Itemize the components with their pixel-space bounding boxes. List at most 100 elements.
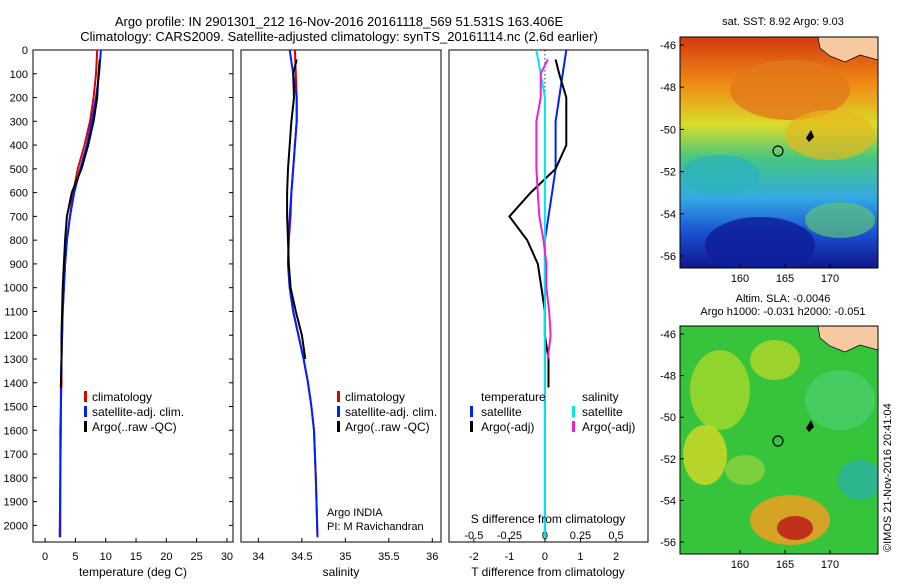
- x-tick-label: -2: [469, 551, 479, 563]
- legend-swatch-t-satellite: [470, 406, 473, 417]
- series-line-salinity-argo-adj-: [535, 59, 552, 360]
- depth-tick-label: 700: [10, 211, 28, 223]
- x-tick-label: 34.5: [291, 551, 312, 563]
- legend-text-s-satellite: satellite: [582, 405, 623, 419]
- temperature-axis: 0 5 10 15 20 25 30: [42, 538, 233, 563]
- map-lat-label: -56: [660, 251, 676, 263]
- sst-map-frame: [679, 36, 879, 269]
- legend-title-temperature: temperature: [481, 390, 546, 404]
- map-lon-label: 160: [731, 273, 749, 285]
- depth-tick-label: 1200: [4, 330, 28, 342]
- depth-tick-label: 300: [10, 116, 28, 128]
- depth-tick-label: 100: [10, 69, 28, 81]
- x-top-tick-label: -0.25: [497, 530, 522, 542]
- legend-swatch-s-satellite: [572, 406, 575, 417]
- legend-text-climatology: climatology: [92, 390, 152, 404]
- salinity-legend: climatology satellite-adj. clim. Argo(..…: [337, 390, 437, 434]
- map-lat-label: -48: [660, 82, 676, 94]
- map-lon-label: 170: [821, 273, 839, 285]
- difference-legend: temperature satellite Argo(-adj) salinit…: [470, 390, 635, 434]
- map-lat-label: -50: [660, 412, 676, 424]
- sla-map-ticks: -46 -48 -50 -52 -54 -56 160 165 170: [660, 329, 839, 571]
- legend-text-argo: Argo(..raw -QC): [345, 420, 430, 434]
- imos-credit: ©IMOS 21-Nov-2016 20:41:04: [882, 403, 894, 552]
- depth-tick-label: 1400: [4, 378, 28, 390]
- header-line-2: Climatology: CARS2009. Satellite-adjuste…: [80, 29, 598, 44]
- map-lat-label: -56: [660, 537, 676, 549]
- difference-top-label: S difference from climatology: [471, 512, 626, 526]
- map-lat-label: -46: [660, 40, 676, 52]
- x-tick-label: 30: [221, 551, 233, 563]
- depth-tick-label: 400: [10, 140, 28, 152]
- x-top-tick-label: 0.25: [570, 530, 591, 542]
- depth-tick-label: 1500: [4, 402, 28, 414]
- depth-tick-label: 1100: [4, 306, 28, 318]
- depth-tick-label: 600: [10, 188, 28, 200]
- depth-tick-label: 900: [10, 259, 28, 271]
- x-tick-label: 0: [542, 551, 548, 563]
- map-lat-label: -52: [660, 167, 676, 179]
- map-lat-label: -54: [660, 495, 676, 507]
- depth-tick-label: 1600: [4, 425, 28, 437]
- x-tick-label: 2: [613, 551, 619, 563]
- legend-text-t-argo: Argo(-adj): [481, 420, 534, 434]
- sla-map-image: [680, 326, 878, 554]
- sst-map-title: sat. SST: 8.92 Argo: 9.03: [722, 16, 844, 28]
- argo-program-note: Argo INDIA: [327, 507, 383, 519]
- x-tick-label: 20: [160, 551, 172, 563]
- x-tick-label: 36: [426, 551, 438, 563]
- sla-map-title-1: Altim. SLA: -0.0046: [736, 293, 831, 305]
- x-tick-label: 15: [130, 551, 142, 563]
- temperature-panel-frame: [32, 49, 234, 543]
- x-tick-label: 35: [339, 551, 351, 563]
- sla-map-title-2: Argo h1000: -0.031 h2000: -0.051: [700, 306, 865, 318]
- legend-swatch-s-argo: [572, 421, 575, 432]
- difference-series: [508, 49, 568, 538]
- depth-tick-label: 800: [10, 235, 28, 247]
- legend-swatch-climatology: [84, 391, 87, 402]
- sst-map-image: [680, 37, 878, 268]
- depth-tick-label: 1300: [4, 354, 28, 366]
- legend-swatch-climatology: [337, 391, 340, 402]
- depth-tick-label: 2000: [4, 520, 28, 532]
- sst-float-marker: [772, 145, 784, 157]
- sla-map-frame: [679, 325, 879, 555]
- difference-panel-frame: [448, 49, 649, 543]
- map-lat-label: -54: [660, 209, 676, 221]
- legend-swatch-satellite: [84, 406, 87, 417]
- depth-tick-label: 500: [10, 164, 28, 176]
- map-lat-label: -46: [660, 329, 676, 341]
- temperature-legend: climatology satellite-adj. clim. Argo(..…: [84, 390, 184, 434]
- depth-tick-label: 1900: [4, 497, 28, 509]
- x-tick-label: 1: [577, 551, 583, 563]
- legend-swatch-t-argo: [470, 421, 473, 432]
- salinity-xlabel: salinity: [323, 565, 360, 579]
- legend-swatch-argo: [337, 421, 340, 432]
- map-lat-label: -50: [660, 124, 676, 136]
- legend-text-climatology: climatology: [345, 390, 405, 404]
- map-lon-label: 170: [821, 559, 839, 571]
- series-line-argo-raw-qc-: [59, 59, 101, 388]
- x-top-tick-label: -0.5: [464, 530, 483, 542]
- legend-title-salinity: salinity: [582, 390, 619, 404]
- legend-text-s-argo: Argo(-adj): [582, 420, 635, 434]
- x-tick-label: 5: [72, 551, 78, 563]
- temperature-series: [58, 49, 102, 538]
- difference-xlabel: T difference from climatology: [471, 565, 625, 579]
- legend-text-satellite: satellite-adj. clim.: [345, 405, 437, 419]
- map-lat-label: -48: [660, 371, 676, 383]
- salinity-series: [286, 49, 319, 538]
- argo-pi-note: PI: M Ravichandran: [327, 521, 424, 533]
- x-tick-label: 0: [42, 551, 48, 563]
- legend-text-argo: Argo(..raw -QC): [92, 420, 177, 434]
- salinity-panel-frame: [240, 49, 442, 543]
- series-line-salinity-satellite: [535, 49, 546, 538]
- map-lon-label: 160: [731, 559, 749, 571]
- depth-tick-label: 200: [10, 93, 28, 105]
- legend-swatch-satellite: [337, 406, 340, 417]
- map-lon-label: 165: [776, 559, 794, 571]
- x-tick-label: 35.5: [378, 551, 399, 563]
- x-tick-label: 10: [100, 551, 112, 563]
- series-line-satellite-adj-clim-: [58, 49, 102, 538]
